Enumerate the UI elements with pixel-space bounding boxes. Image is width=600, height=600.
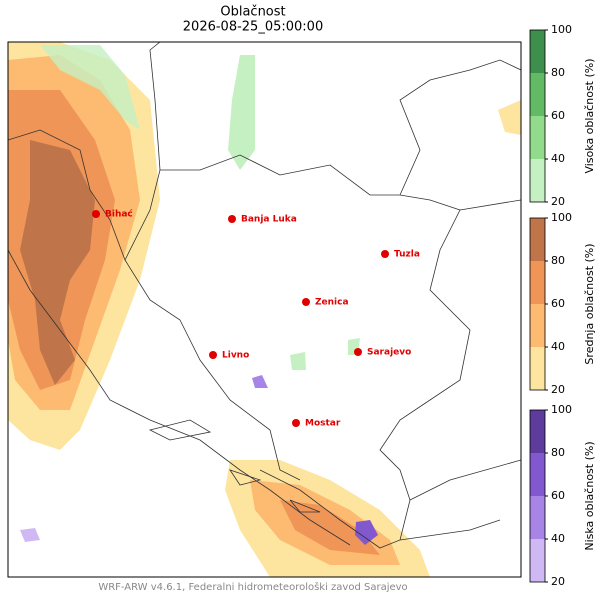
city-dot <box>302 298 310 306</box>
colorbar-tick-label: 60 <box>551 297 565 310</box>
title: Oblačnost <box>220 5 285 20</box>
city-label: Banja Luka <box>241 215 297 225</box>
colorbar-band <box>530 218 545 261</box>
colorbar-tick-label: 20 <box>551 383 565 396</box>
colorbar-tick-label: 20 <box>551 575 565 588</box>
city-dot <box>292 419 300 427</box>
colorbar-tick-label: 80 <box>551 254 565 267</box>
colorbar-tick-label: 40 <box>551 152 565 165</box>
colorbar-band <box>530 304 545 347</box>
colorbar-band <box>530 73 545 116</box>
city-label: Livno <box>222 351 249 361</box>
colorbar-tick-label: 100 <box>551 211 572 224</box>
footer: WRF-ARW v4.6.1, Federalni hidrometeorolo… <box>98 581 407 593</box>
colorbar-tick-label: 100 <box>551 23 572 36</box>
colorbar-tick-label: 40 <box>551 340 565 353</box>
colorbar-band <box>530 410 545 453</box>
city-label: Mostar <box>305 419 341 429</box>
colorbar-tick-label: 40 <box>551 532 565 545</box>
city-dot <box>209 351 217 359</box>
colorbar-band <box>530 453 545 496</box>
colorbar-band <box>530 261 545 304</box>
city-dot <box>354 348 362 356</box>
colorbar-tick-label: 60 <box>551 489 565 502</box>
colorbar-tick-label: 60 <box>551 109 565 122</box>
colorbar-label: Niska oblačnost (%) <box>583 441 596 550</box>
city-label: Bihać <box>105 209 133 220</box>
colorbar-band <box>530 30 545 73</box>
colorbar-band <box>530 496 545 539</box>
city-dot <box>381 250 389 258</box>
colorbar-band <box>530 159 545 202</box>
colorbar-band <box>530 347 545 390</box>
city-label: Tuzla <box>394 250 420 260</box>
city-dot <box>228 215 236 223</box>
subtitle: 2026-08-25_05:00:00 <box>183 20 323 35</box>
colorbar-label: Srednja oblačnost (%) <box>583 243 596 364</box>
colorbar-tick-label: 100 <box>551 403 572 416</box>
colorbar-label: Visoka oblačnost (%) <box>583 58 596 173</box>
colorbar-tick-label: 80 <box>551 66 565 79</box>
city-label: Zenica <box>315 298 349 308</box>
cities: Bihać Banja Luka Tuzla Zenica Livno Sarajevo M… <box>92 209 420 429</box>
colorbar-band <box>530 116 545 159</box>
map <box>7 41 522 578</box>
city-label: Sarajevo <box>367 348 411 358</box>
colorbar-band <box>530 539 545 582</box>
colorbar-tick-label: 80 <box>551 446 565 459</box>
colorbars: 20 40 60 80 100 Visoka oblačnost (%) 20 40 60 80 1… <box>529 23 596 588</box>
city-dot <box>92 210 100 218</box>
colorbar-tick-label: 20 <box>551 195 565 208</box>
